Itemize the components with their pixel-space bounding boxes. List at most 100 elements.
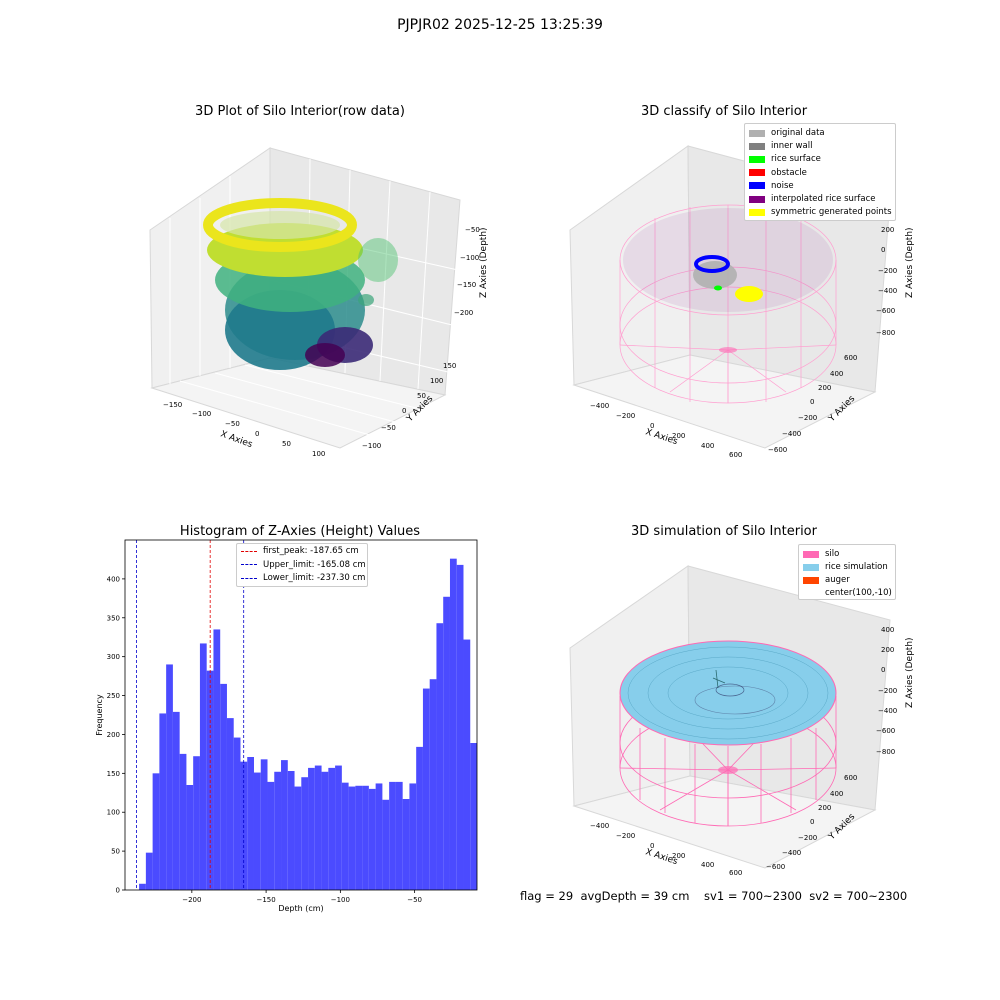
histogram-bar [267,781,275,890]
panel4-legend-swatch [803,576,819,584]
panel4-legend-swatch [803,550,819,558]
histogram-bar [314,765,322,890]
histogram-bar [145,852,153,890]
histogram-bar [294,786,302,890]
histogram-xtick-label: −200 [182,896,201,904]
panel2-legend-swatch [749,169,765,177]
histogram-xtick-label: −150 [256,896,275,904]
panel1-ztick: −200 [454,309,473,317]
histogram-ytick-label: 150 [107,770,120,778]
panel4-xtick: −200 [616,832,635,840]
panel2-legend-item: obstacle [749,168,807,181]
histogram-bar [199,643,207,890]
panel2-legend-label: symmetric generated points [771,207,892,218]
panel2-legend-swatch [749,129,765,137]
panel2-legend-label: inner wall [771,141,813,152]
panel2-xtick: 400 [701,442,714,450]
panel2-ztick: −600 [876,307,895,315]
panel3-legend: first_peak: -187.65 cm Upper_limit: -165.… [236,543,368,587]
panel2-title: 3D classify of Silo Interior [640,104,808,119]
histogram-bar [395,781,403,890]
panel2-noise [694,255,730,273]
panel2-legend-swatch [749,142,765,150]
panel1-ytick: 0 [402,407,406,415]
panel3-legend-item: first_peak: -187.65 cm [241,546,359,559]
panel4-ztick: −200 [878,687,897,695]
histogram-bar [409,783,417,890]
histogram-bar [382,799,390,890]
panel1-xtick: 0 [255,430,259,438]
histogram-bar [355,785,363,890]
panel4-xtick: 400 [701,861,714,869]
panel2-legend-item: symmetric generated points [749,207,892,220]
histogram-bar [470,743,477,890]
panel4-legend: silo rice simulation auger center(100,-10) [798,544,896,600]
panel4-xlabel: X Axies [644,847,679,867]
panel4-ztick: −800 [876,748,895,756]
panel4-xtick: 600 [729,869,742,877]
panel2-ztick: −400 [878,287,897,295]
histogram-bar [166,664,173,890]
histogram-bar [281,760,288,890]
panel2-legend-item: inner wall [749,141,812,154]
panel4-ztick: −400 [878,707,897,715]
panel1-ztick: −50 [465,226,480,234]
histogram-bar [152,773,160,890]
histogram-xtick-label: −100 [331,896,350,904]
panel1-ytick: 50 [417,392,426,400]
panel2-legend-swatch [749,208,765,216]
panel1-xlabel: X Axies [219,429,254,450]
panel2-zlabel: Z Axies (Depth) [905,227,915,298]
panel4-xtick: 0 [650,842,654,850]
histogram-ytick-label: 200 [107,731,120,739]
panel2-legend-item: noise [749,181,794,194]
panel2-original-data [693,261,737,289]
panel2-ztick: −200 [878,267,897,275]
histogram-bar [362,785,369,890]
histogram-xtick-label: −50 [407,896,422,904]
histogram-bar [287,771,295,890]
panel4-legend-label: silo [825,549,840,559]
panel4-auger [712,669,726,689]
panel3-title: Histogram of Z-Axies (Height) Values [179,524,421,539]
panel4-xtick: −400 [590,822,609,830]
panel2-legend-label: noise [771,180,794,191]
histogram-bar [301,777,309,890]
histogram-bar [274,771,282,890]
panel2-legend: original data inner wall rice surface obsta… [744,123,896,221]
panel4-legend-item: center(100,-10) [803,588,892,601]
panel4-ztick: −600 [876,727,895,735]
panel1-ytick: −100 [362,442,381,450]
histogram-bar [456,564,464,890]
panel4-legend-item: rice simulation [803,562,888,575]
histogram-bar [348,786,356,890]
panel4-ytick: 200 [818,804,831,812]
status-footer: flag = 29 avgDepth = 39 cm sv1 = 700~230… [520,889,908,903]
panel3-legend-label: first_peak: -187.65 cm [263,546,359,556]
panel2-legend-swatch [749,182,765,190]
panel4-ztick: 200 [881,646,894,654]
histogram-bar [368,788,376,890]
panel2-ytick: 0 [810,398,814,406]
panel4-ztick: 0 [881,666,885,674]
panel2-xtick: 600 [729,451,742,459]
panel4-title: 3D simulation of Silo Interior [631,524,817,539]
histogram-bar [172,711,180,890]
panel4-legend-label: rice simulation [825,562,888,572]
panel4-legend-item: auger [803,575,850,588]
panel2-ytick: 400 [830,370,843,378]
histogram-bar [220,683,227,890]
histogram-ytick-label: 300 [107,653,120,661]
panel1-zlabel: Z Axies (Depth) [479,227,489,298]
panel4-legend-label: auger [825,575,850,585]
panel2-xtick: −400 [590,402,609,410]
histogram-bar [375,783,383,890]
panel3-legend-item: Upper_limit: -165.08 cm [241,560,366,573]
panel1-xtick: 100 [312,450,325,458]
histogram-bar [233,737,241,890]
histogram-bar [321,771,329,890]
histogram-bar [159,713,167,890]
panel4-3d-simulation: −400 −200 0 200 400 600 600 400 200 0 −2… [569,565,915,877]
figure-title: PJPJR02 2025-12-25 13:25:39 [397,17,603,33]
histogram-bar [416,746,423,890]
